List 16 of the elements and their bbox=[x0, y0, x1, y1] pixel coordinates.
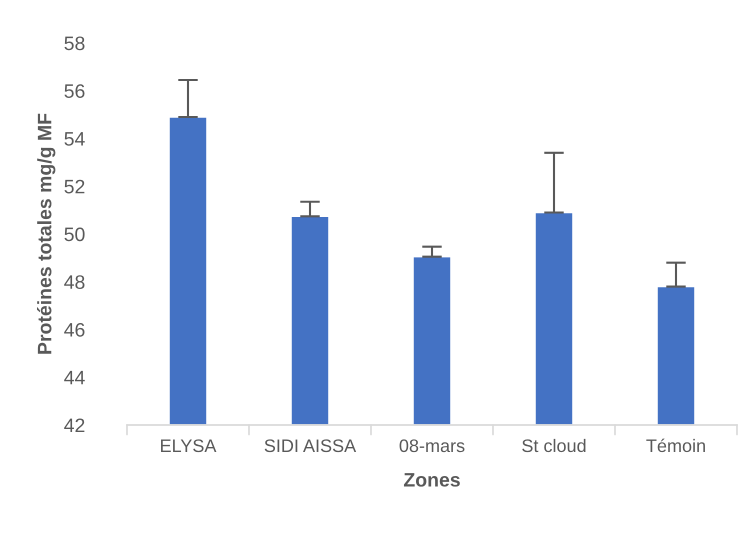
y-tick-label: 50 bbox=[64, 227, 85, 242]
y-axis-title: Protéines totales mg/g MF bbox=[36, 114, 56, 354]
y-tick-label: 44 bbox=[64, 370, 85, 384]
x-axis-title: Zones bbox=[404, 473, 460, 487]
x-tick-label: SIDI AISSA bbox=[264, 439, 356, 452]
x-tick-label: 08-mars bbox=[400, 439, 464, 452]
y-tick-label: 58 bbox=[64, 36, 84, 50]
y-tick-label: 56 bbox=[64, 84, 84, 98]
y-tick-label: 46 bbox=[64, 322, 84, 337]
x-tick-label: Témoin bbox=[646, 438, 705, 452]
x-tick-label: ELYSA bbox=[161, 439, 216, 452]
x-tick-label: St cloud bbox=[522, 438, 586, 452]
y-tick-label: 54 bbox=[64, 132, 85, 146]
y-tick-label: 52 bbox=[64, 180, 84, 194]
y-tick-label: 42 bbox=[64, 418, 84, 432]
y-tick-label: 48 bbox=[64, 275, 84, 289]
